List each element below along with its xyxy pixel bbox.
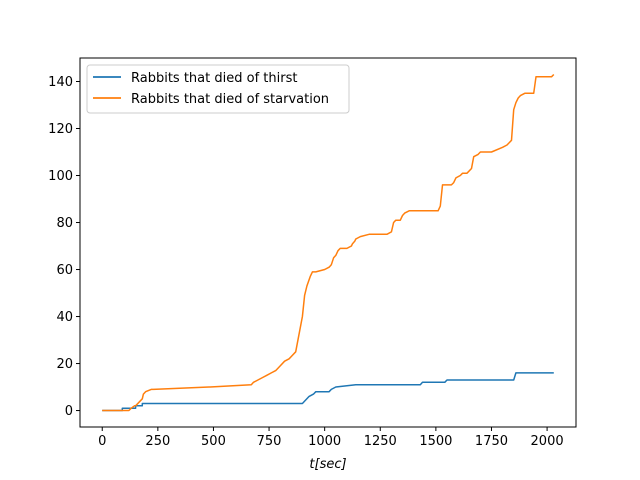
legend-entry-label: Rabbits that died of starvation	[131, 92, 329, 107]
plot-frame	[79, 57, 577, 428]
x-tick-label: 500	[201, 434, 226, 449]
legend-entry-label: Rabbits that died of thirst	[131, 71, 297, 86]
x-axis-ticks: 0 250 500 750 1000 1250 1500 1750 2000	[98, 427, 564, 449]
y-tick-label: 0	[65, 404, 73, 419]
x-tick-label: 2000	[531, 434, 564, 449]
y-axis-ticks: 0 20 40 60 80 100 120 140	[48, 75, 80, 419]
x-tick-label: 0	[98, 434, 106, 449]
y-tick-label: 100	[48, 169, 73, 184]
series-lines	[102, 73, 555, 412]
x-tick-label: 1250	[364, 434, 397, 449]
x-axis-label: t[sec]	[309, 457, 346, 472]
x-tick-label: 750	[257, 434, 282, 449]
legend-box	[86, 64, 350, 114]
y-tick-label: 20	[56, 357, 73, 372]
y-tick-label: 120	[48, 122, 73, 137]
y-tick-label: 80	[56, 216, 73, 231]
x-tick-label: 1750	[475, 434, 508, 449]
y-tick-label: 60	[56, 263, 73, 278]
x-tick-label: 1000	[308, 434, 341, 449]
x-tick-label: 250	[145, 434, 170, 449]
legend: Rabbits that died of thirst Rabbits that …	[86, 64, 350, 114]
y-tick-label: 140	[48, 75, 73, 90]
y-tick-label: 40	[56, 310, 73, 325]
series-line-1	[102, 372, 554, 412]
x-tick-label: 1500	[419, 434, 452, 449]
series-line-2	[102, 73, 555, 412]
